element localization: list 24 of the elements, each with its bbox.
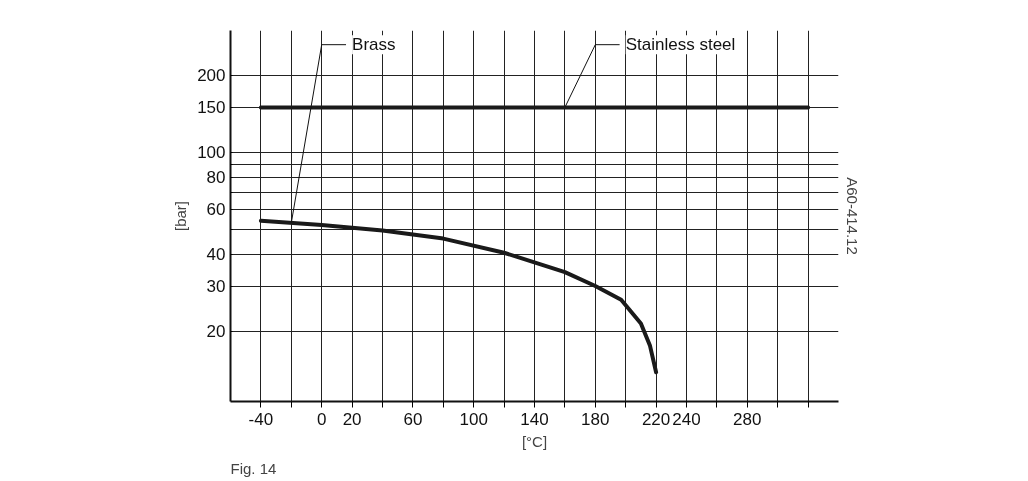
x-tick-label: 20: [342, 409, 362, 429]
y-tick-label: 150: [197, 98, 226, 118]
annotation: Brass: [352, 35, 396, 55]
y-axis-title: [bar]: [172, 200, 190, 232]
text: A60-414.12: [843, 177, 861, 255]
y-tick-label: 200: [197, 66, 226, 86]
y-tick-label: 80: [206, 168, 226, 188]
x-tick-label: -40: [248, 409, 274, 429]
x-axis-title: [°C]: [521, 432, 548, 450]
y-tick-label: 30: [206, 277, 226, 297]
caption: Fig. 14: [230, 459, 277, 477]
x-tick-label: 60: [403, 409, 423, 429]
x-tick-label: 0: [316, 409, 327, 429]
x-tick-label: 140: [520, 409, 549, 429]
y-tick-label: 40: [206, 245, 226, 265]
y-tick-label: 100: [197, 143, 226, 163]
x-tick-label: 180: [581, 409, 610, 429]
x-tick-label: 100: [459, 409, 488, 429]
x-tick-label: 280: [733, 409, 762, 429]
y-tick-label: 20: [206, 322, 226, 342]
y-tick-label: 60: [206, 200, 226, 220]
annotation: Stainless steel: [625, 35, 736, 55]
x-tick-label: 240: [672, 409, 701, 429]
x-tick-label: 220: [641, 409, 671, 429]
